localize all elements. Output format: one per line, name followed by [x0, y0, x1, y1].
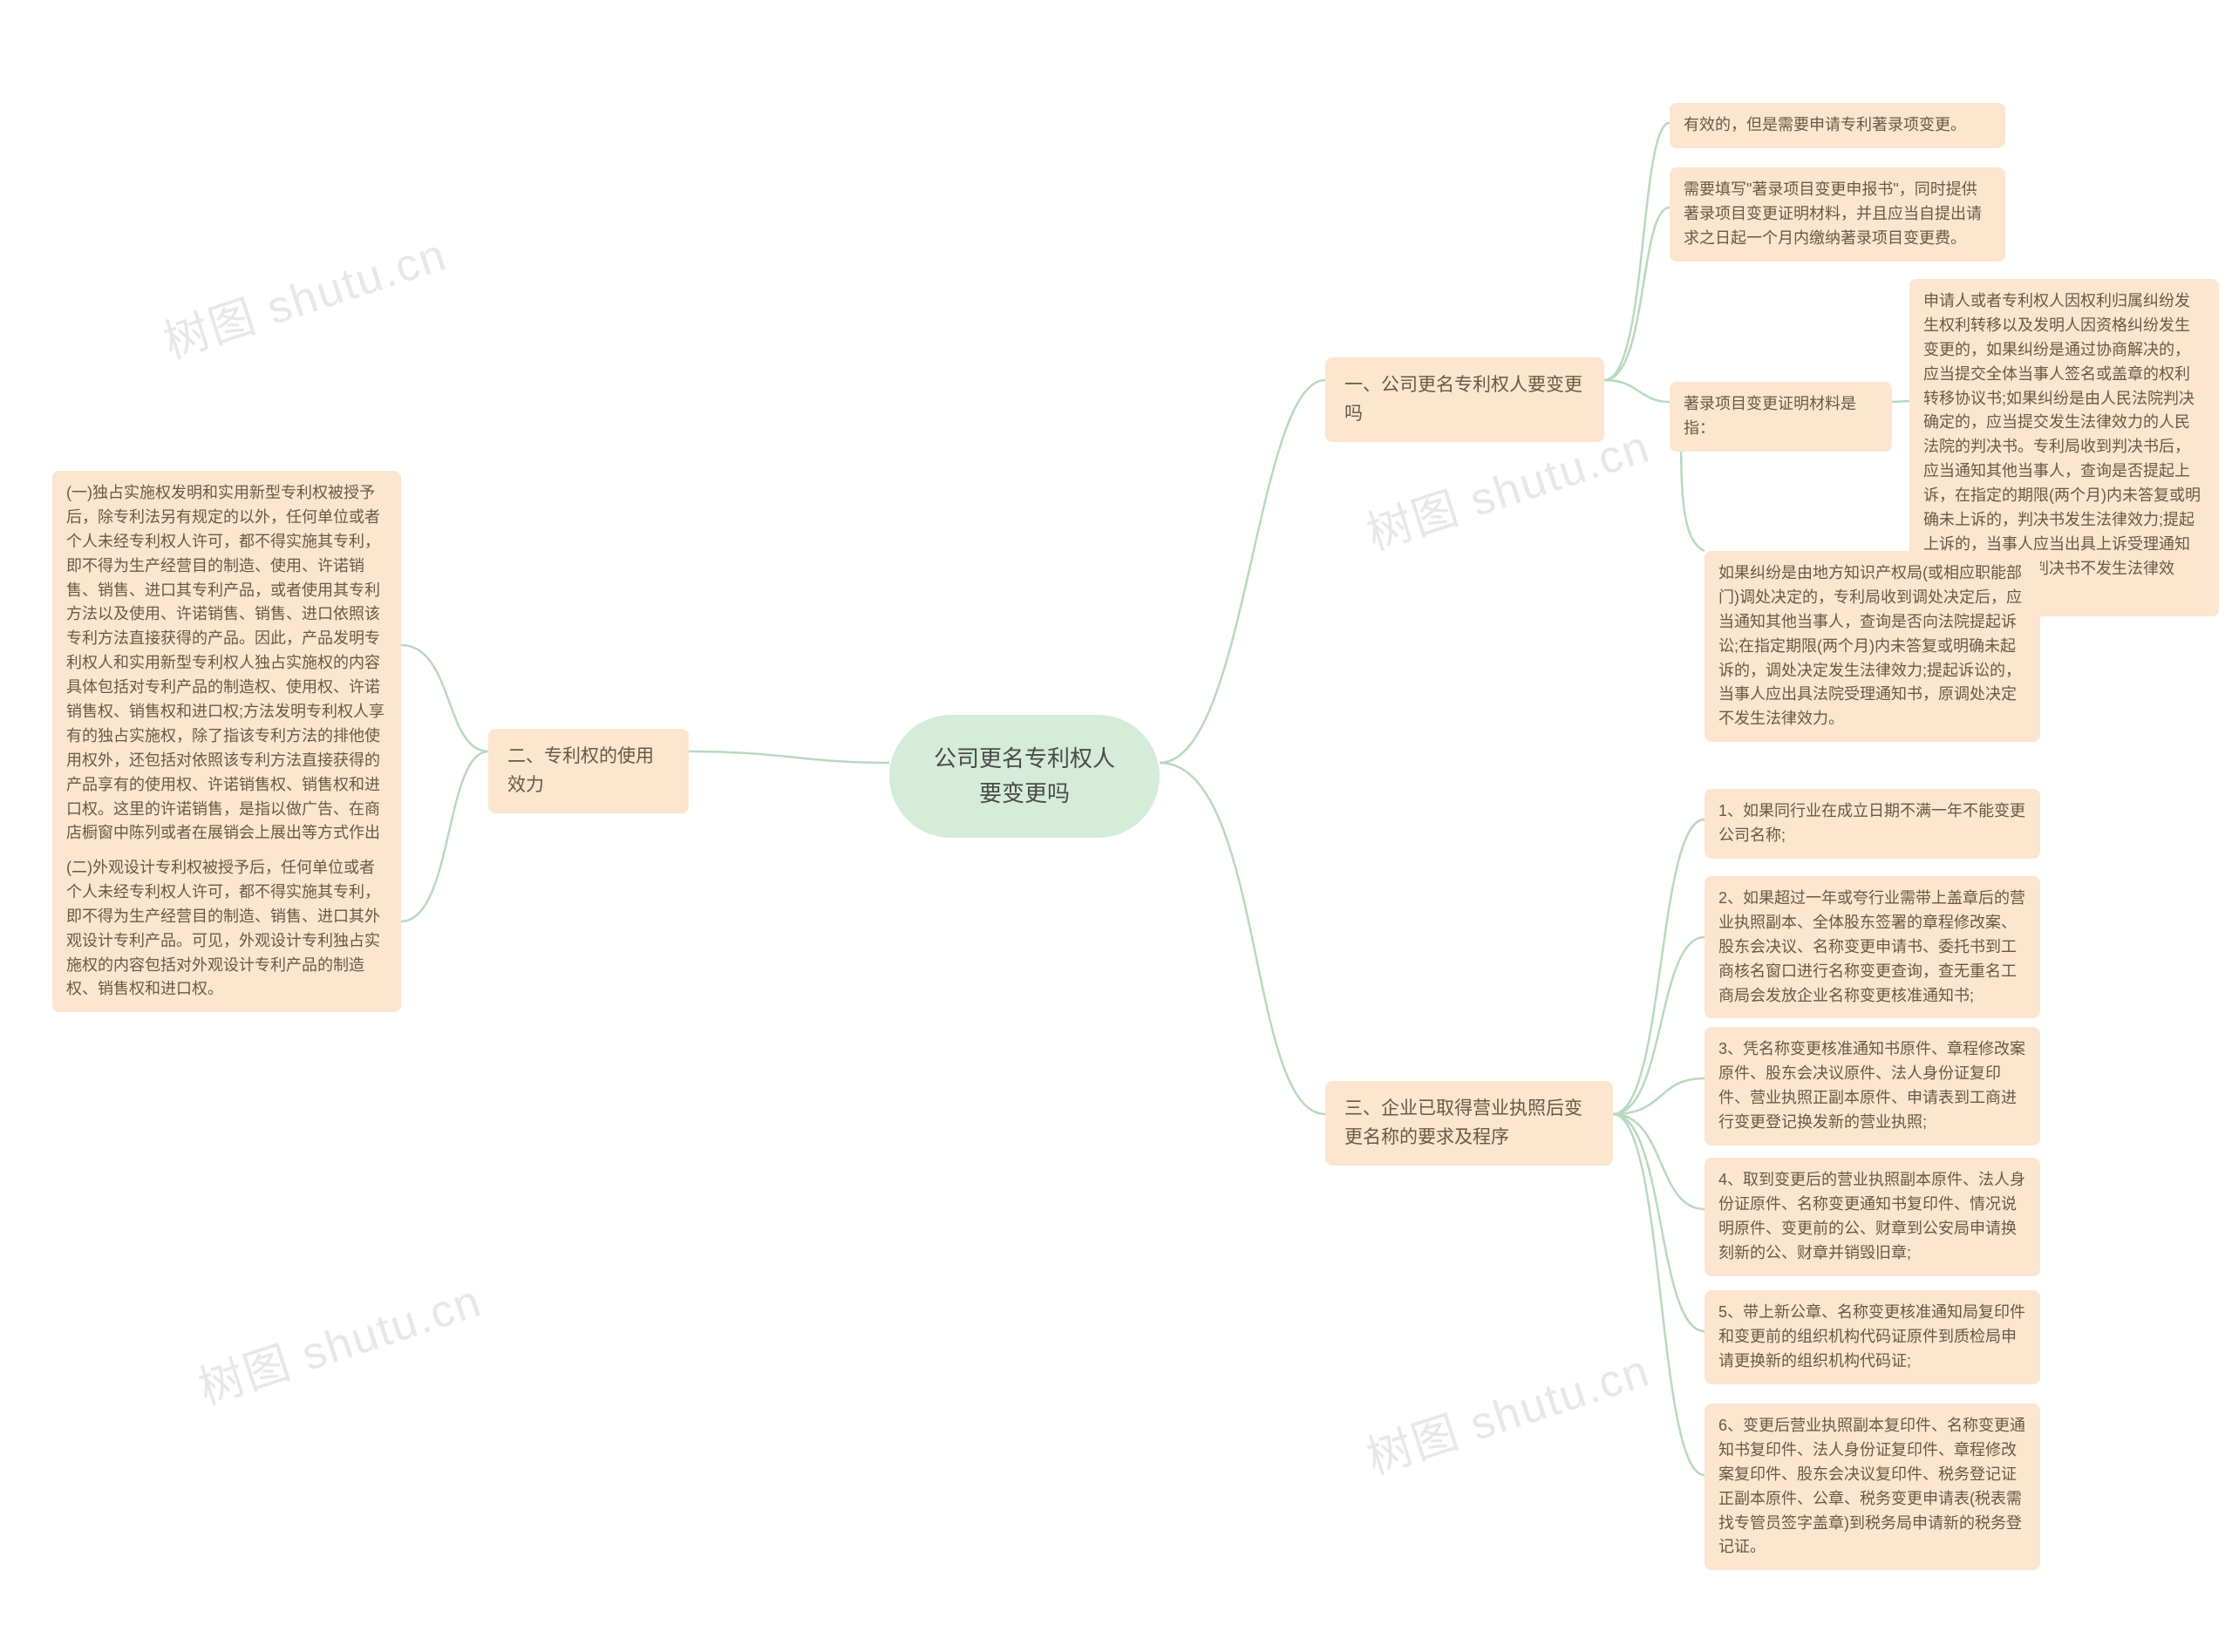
watermark: 树图 shutu.cn	[1358, 1334, 1657, 1486]
leaf-b3c4[interactable]: 4、取到变更后的营业执照副本原件、法人身份证原件、名称变更通知书复印件、情况说明…	[1705, 1158, 2040, 1276]
connector	[1604, 123, 1670, 380]
connector	[401, 751, 488, 921]
connector	[1613, 937, 1705, 1114]
leaf-b2c2[interactable]: (二)外观设计专利权被授予后，任何单位或者个人未经专利权人许可，都不得实施其专利…	[52, 846, 401, 1012]
branch-2[interactable]: 二、专利权的使用效力	[488, 729, 689, 813]
leaf-b3c1[interactable]: 1、如果同行业在成立日期不满一年不能变更公司名称;	[1705, 789, 2040, 859]
leaf-b1c3[interactable]: 著录项目变更证明材料是指：	[1670, 382, 1892, 452]
branch-3[interactable]: 三、企业已取得营业执照后变更名称的要求及程序	[1325, 1081, 1613, 1166]
leaf-b3c2[interactable]: 2、如果超过一年或夸行业需带上盖章后的营业执照副本、全体股东签署的章程修改案、股…	[1705, 876, 2040, 1018]
connector	[1604, 380, 1670, 402]
connector	[1613, 819, 1705, 1114]
root-node[interactable]: 公司更名专利权人要变更吗	[889, 715, 1160, 838]
connector	[1613, 1114, 1705, 1209]
watermark: 树图 shutu.cn	[189, 1264, 489, 1417]
leaf-b1c3b[interactable]: 如果纠纷是由地方知识产权局(或相应职能部门)调处决定的，专利局收到调处决定后，应…	[1705, 551, 2040, 742]
connector	[1160, 380, 1325, 763]
connector	[1604, 207, 1670, 380]
leaf-b2c1[interactable]: (一)独占实施权发明和实用新型专利权被授予后，除专利法另有规定的以外，任何单位或…	[52, 471, 401, 880]
leaf-b1c2[interactable]: 需要填写"著录项目变更申报书"，同时提供著录项目变更证明材料，并且应当自提出请求…	[1670, 167, 2005, 262]
connector	[689, 751, 889, 763]
connector	[1160, 763, 1325, 1114]
connector	[1613, 1078, 1705, 1114]
leaf-b1c1[interactable]: 有效的，但是需要申请专利著录项变更。	[1670, 103, 2005, 148]
leaf-b3c6[interactable]: 6、变更后营业执照副本复印件、名称变更通知书复印件、法人身份证复印件、章程修改案…	[1705, 1404, 2040, 1570]
leaf-b3c5[interactable]: 5、带上新公章、名称变更核准通知局复印件和变更前的组织机构代码证原件到质检局申请…	[1705, 1290, 2040, 1384]
connector	[1613, 1114, 1705, 1475]
leaf-b3c3[interactable]: 3、凭名称变更核准通知书原件、章程修改案原件、股东会决议原件、法人身份证复印件、…	[1705, 1027, 2040, 1146]
branch-1[interactable]: 一、公司更名专利权人要变更吗	[1325, 357, 1604, 442]
watermark: 树图 shutu.cn	[154, 218, 454, 371]
connector	[401, 645, 488, 751]
connector	[1892, 401, 1909, 402]
connector	[1613, 1114, 1705, 1331]
